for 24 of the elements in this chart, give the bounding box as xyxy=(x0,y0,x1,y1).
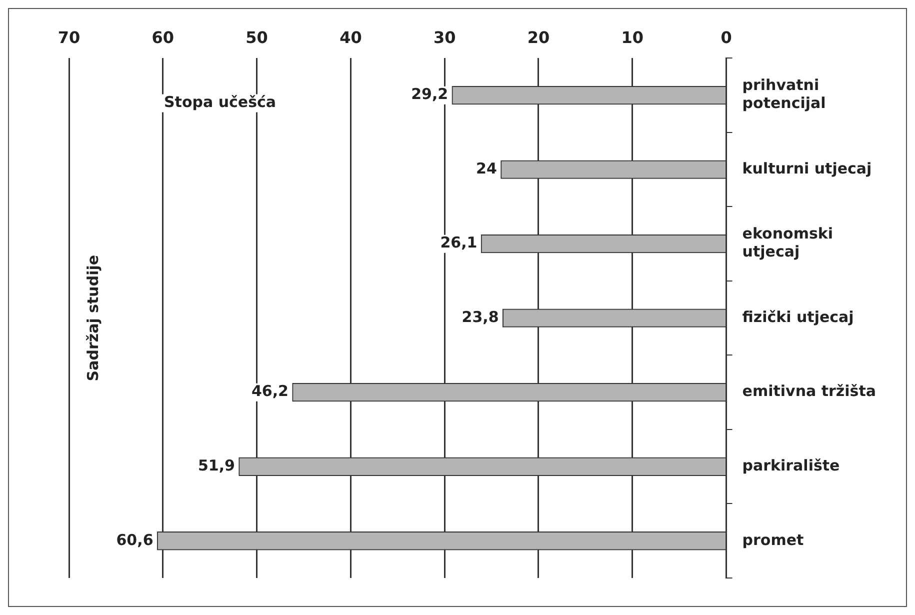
y-tick-label: parkiralište xyxy=(742,456,840,475)
x-tick-label: 60 xyxy=(152,28,174,47)
data-label: 46,2 xyxy=(251,382,288,400)
x-tick-label: 30 xyxy=(433,28,456,47)
x-tick-label: 10 xyxy=(621,28,644,47)
x-tick-label: 70 xyxy=(58,28,80,47)
y-tick-label: ekonomski utjecaj xyxy=(742,224,833,261)
x-tick-label: 20 xyxy=(527,28,550,47)
data-label: 24 xyxy=(476,159,497,178)
x-axis-title: Stopa učešća xyxy=(164,93,276,112)
data-label: 26,1 xyxy=(440,234,478,252)
y-tick-label: promet xyxy=(742,530,804,549)
y-tick-label: kulturni utjecaj xyxy=(742,159,872,178)
y-axis-title: Sadržaj studije xyxy=(84,254,102,382)
data-label: 23,8 xyxy=(462,308,499,326)
data-label: 51,9 xyxy=(198,456,235,475)
y-tick-label: prihvatni potencijal xyxy=(742,76,826,112)
y-tick-label: emitivna tržišta xyxy=(742,382,876,400)
data-label: 60,6 xyxy=(116,530,154,549)
y-tick-label: fizički utjecaj xyxy=(742,308,854,326)
x-tick-label: 50 xyxy=(246,28,268,47)
x-tick-label: 40 xyxy=(340,28,362,47)
data-label: 29,2 xyxy=(411,85,448,104)
x-tick-label: 0 xyxy=(720,28,732,47)
